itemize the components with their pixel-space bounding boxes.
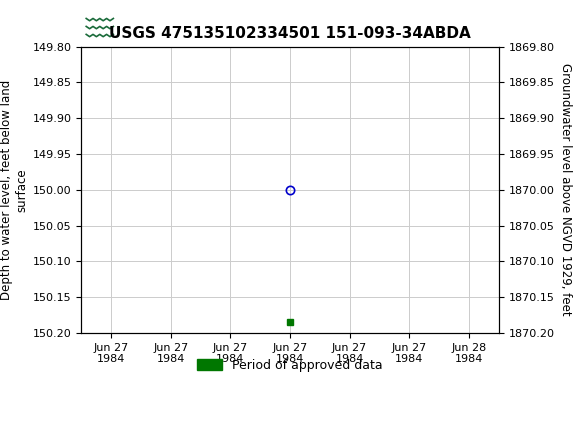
Legend: Period of approved data: Period of approved data — [192, 354, 388, 377]
Title: USGS 475135102334501 151-093-34ABDA: USGS 475135102334501 151-093-34ABDA — [109, 26, 471, 41]
Y-axis label: Depth to water level, feet below land
surface: Depth to water level, feet below land su… — [1, 80, 28, 300]
Bar — [86, 12, 113, 43]
Y-axis label: Groundwater level above NGVD 1929, feet: Groundwater level above NGVD 1929, feet — [559, 64, 572, 316]
Text: USGS: USGS — [117, 18, 168, 37]
